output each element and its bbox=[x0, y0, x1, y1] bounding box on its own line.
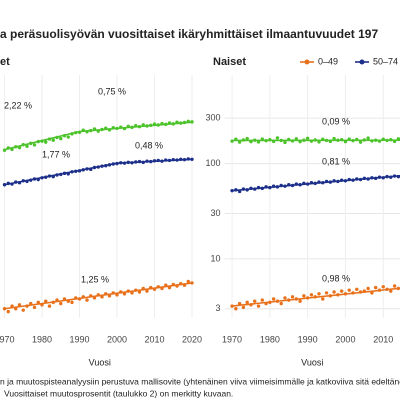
data-point bbox=[260, 298, 264, 302]
y-tick-label: 30 bbox=[210, 208, 220, 218]
data-point bbox=[59, 136, 63, 141]
data-point bbox=[17, 303, 22, 307]
data-point bbox=[25, 144, 29, 148]
data-point bbox=[137, 290, 142, 294]
data-point bbox=[321, 297, 325, 301]
data-point bbox=[279, 301, 283, 306]
x-tick-label: 2010 bbox=[144, 334, 164, 344]
data-point bbox=[66, 135, 70, 139]
data-point bbox=[234, 307, 238, 311]
x-axis-label: Vuosi bbox=[301, 357, 323, 367]
x-tick-label: 2000 bbox=[107, 334, 127, 344]
data-point bbox=[324, 291, 329, 295]
data-point bbox=[70, 300, 74, 305]
legend-swatch bbox=[304, 59, 310, 65]
footnote: Vuosittaiset muutosprosentit (taulukko 2… bbox=[4, 388, 233, 398]
rate-label: 0,75 % bbox=[98, 86, 126, 96]
data-point bbox=[358, 140, 363, 144]
rate-label: 0,09 % bbox=[322, 116, 350, 126]
data-point bbox=[47, 304, 52, 308]
rate-label: 2,22 % bbox=[4, 100, 32, 110]
rate-label: 0,81 % bbox=[322, 156, 350, 166]
x-tick-label: 1980 bbox=[260, 334, 280, 344]
data-point bbox=[373, 285, 378, 290]
data-point bbox=[245, 136, 249, 141]
data-point bbox=[309, 293, 314, 297]
data-point bbox=[339, 289, 344, 293]
panel-title: et bbox=[0, 56, 10, 68]
data-point bbox=[186, 279, 190, 284]
x-tick-label: 2010 bbox=[373, 334, 393, 344]
y-tick-label: 300 bbox=[205, 112, 220, 122]
trend-line bbox=[4, 121, 193, 151]
data-point bbox=[283, 140, 287, 145]
data-point bbox=[6, 309, 10, 314]
data-point bbox=[271, 297, 276, 301]
chart-title: a peräsuolisyövän vuosittaiset ikäryhmit… bbox=[0, 27, 378, 41]
trend-line bbox=[231, 287, 400, 307]
legend-label: 50–74 bbox=[373, 56, 398, 66]
data-point bbox=[21, 308, 25, 312]
data-point bbox=[283, 296, 287, 300]
rate-label: 0,98 % bbox=[322, 273, 350, 283]
data-point bbox=[32, 143, 37, 147]
data-point bbox=[85, 298, 89, 302]
y-tick-label: 3 bbox=[215, 303, 220, 313]
y-tick-label: 10 bbox=[210, 253, 220, 263]
panel-title: Naiset bbox=[213, 56, 246, 68]
data-point bbox=[253, 299, 257, 303]
data-point bbox=[44, 299, 48, 303]
x-tick-label: 1980 bbox=[32, 334, 52, 344]
trend-line bbox=[231, 174, 400, 192]
x-tick-label: 1970 bbox=[222, 334, 242, 344]
x-tick-label: 2020 bbox=[182, 334, 202, 344]
footnote: n ja muutospisteanalyysiin perustuva mal… bbox=[0, 376, 400, 386]
x-tick-label: 1970 bbox=[0, 334, 15, 344]
data-point bbox=[302, 294, 306, 298]
data-point bbox=[366, 136, 370, 140]
data-point bbox=[392, 284, 397, 288]
data-point bbox=[347, 288, 351, 292]
x-tick-label: 1990 bbox=[69, 334, 89, 344]
data-point bbox=[245, 300, 249, 305]
data-point bbox=[237, 140, 242, 144]
x-tick-label: 2000 bbox=[335, 334, 355, 344]
data-point bbox=[298, 299, 302, 303]
data-point bbox=[305, 136, 310, 141]
rate-label: 0,48 % bbox=[135, 140, 163, 150]
data-point bbox=[275, 136, 280, 140]
data-point bbox=[332, 290, 336, 294]
data-point bbox=[290, 295, 295, 299]
data-point bbox=[256, 304, 261, 308]
legend-label: 0–49 bbox=[318, 56, 338, 66]
data-point bbox=[145, 289, 149, 293]
data-point bbox=[59, 301, 63, 306]
data-point bbox=[317, 292, 321, 296]
x-tick-label: 1990 bbox=[298, 334, 318, 344]
data-point bbox=[366, 286, 370, 291]
data-point bbox=[241, 305, 246, 310]
rate-label: 1,77 % bbox=[42, 149, 70, 159]
x-axis-label: Vuosi bbox=[89, 357, 111, 367]
data-point bbox=[355, 287, 359, 292]
data-point bbox=[332, 136, 336, 141]
legend-swatch bbox=[359, 59, 365, 65]
data-point bbox=[389, 289, 393, 293]
data-point bbox=[381, 285, 385, 289]
rate-label: 1,25 % bbox=[81, 274, 109, 284]
trend-line bbox=[4, 282, 193, 310]
data-point bbox=[51, 138, 55, 142]
data-point bbox=[44, 140, 48, 144]
data-point bbox=[32, 305, 37, 310]
y-tick-label: 100 bbox=[205, 158, 220, 168]
trend-line bbox=[4, 158, 193, 186]
